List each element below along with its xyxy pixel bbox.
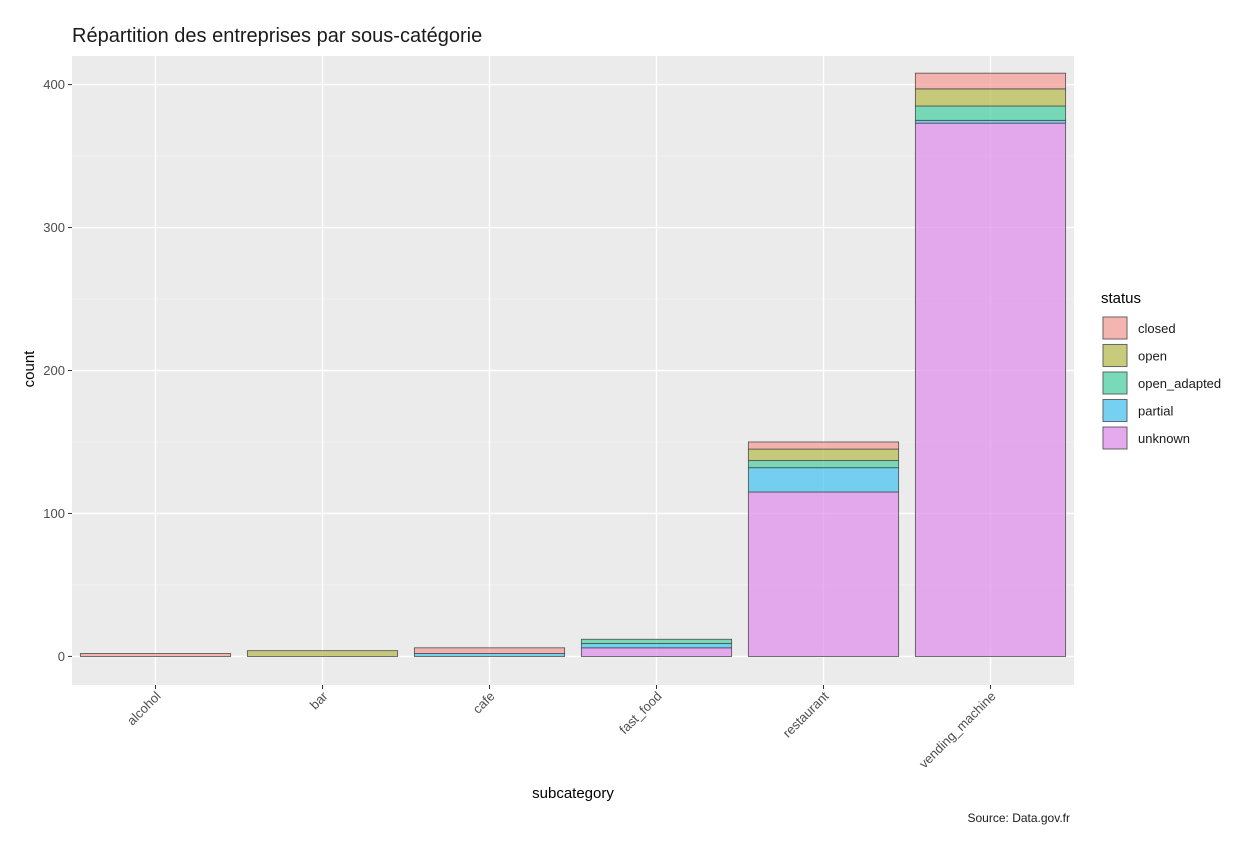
x-tick-label: vending_machine bbox=[916, 689, 999, 772]
x-axis-title: subcategory bbox=[532, 785, 614, 802]
bar-segment-vending_machine-closed bbox=[914, 72, 1067, 90]
legend-swatch-closed bbox=[1102, 316, 1128, 340]
bar-segment-vending_machine-unknown bbox=[914, 122, 1067, 657]
x-axis: alcohol bar cafe fast_food restaurant vending… bbox=[124, 685, 999, 771]
bars bbox=[79, 72, 1067, 657]
legend-title: status bbox=[1101, 290, 1141, 307]
legend-swatch-unknown bbox=[1102, 426, 1128, 450]
bar-segment-restaurant-open bbox=[747, 448, 900, 461]
legend-label-closed: closed bbox=[1138, 321, 1176, 336]
bar-segment-fast_food-open_adapted bbox=[580, 638, 733, 644]
y-tick-label: 200 bbox=[43, 363, 65, 378]
bar-segment-vending_machine-open_adapted bbox=[914, 105, 1067, 121]
bar-segment-bar-open bbox=[246, 650, 399, 657]
bar-segment-vending_machine-partial bbox=[914, 119, 1067, 124]
x-tick-label: cafe bbox=[470, 689, 498, 717]
legend-label-partial: partial bbox=[1138, 404, 1174, 419]
bar-segment-cafe-partial bbox=[413, 653, 566, 657]
bar-segment-restaurant-unknown bbox=[747, 491, 900, 657]
bar-segment-restaurant-closed bbox=[747, 441, 900, 450]
bar-segment-restaurant-open_adapted bbox=[747, 460, 900, 469]
legend-label-open: open bbox=[1138, 349, 1167, 364]
y-tick-label: 100 bbox=[43, 506, 65, 521]
y-tick-label: 400 bbox=[43, 77, 65, 92]
bar-segment-fast_food-partial bbox=[580, 643, 733, 649]
x-tick-label: restaurant bbox=[780, 688, 832, 740]
caption: Source: Data.gov.fr bbox=[968, 811, 1071, 825]
x-tick-label: fast_food bbox=[616, 689, 664, 737]
legend-label-unknown: unknown bbox=[1138, 431, 1190, 446]
bar-segment-cafe-closed bbox=[413, 647, 566, 654]
y-axis-title: count bbox=[21, 350, 38, 388]
y-tick-label: 300 bbox=[43, 220, 65, 235]
x-tick-label: alcohol bbox=[124, 688, 164, 728]
bar-segment-vending_machine-open bbox=[914, 88, 1067, 107]
y-axis: 0 100 200 300 400 bbox=[43, 77, 72, 664]
legend-label-open_adapted: open_adapted bbox=[1138, 376, 1221, 391]
bar-segment-fast_food-unknown bbox=[580, 647, 733, 657]
x-tick-label: bar bbox=[307, 688, 331, 712]
legend-swatch-partial bbox=[1102, 399, 1128, 422]
y-tick-label: 0 bbox=[58, 649, 65, 664]
bar-segment-restaurant-partial bbox=[747, 467, 900, 493]
bar-segment-alcohol-closed bbox=[79, 653, 232, 657]
legend-swatch-open bbox=[1102, 344, 1128, 367]
legend-swatch-open_adapted bbox=[1102, 371, 1128, 395]
chart-title: Répartition des entreprises par sous-cat… bbox=[72, 25, 482, 47]
